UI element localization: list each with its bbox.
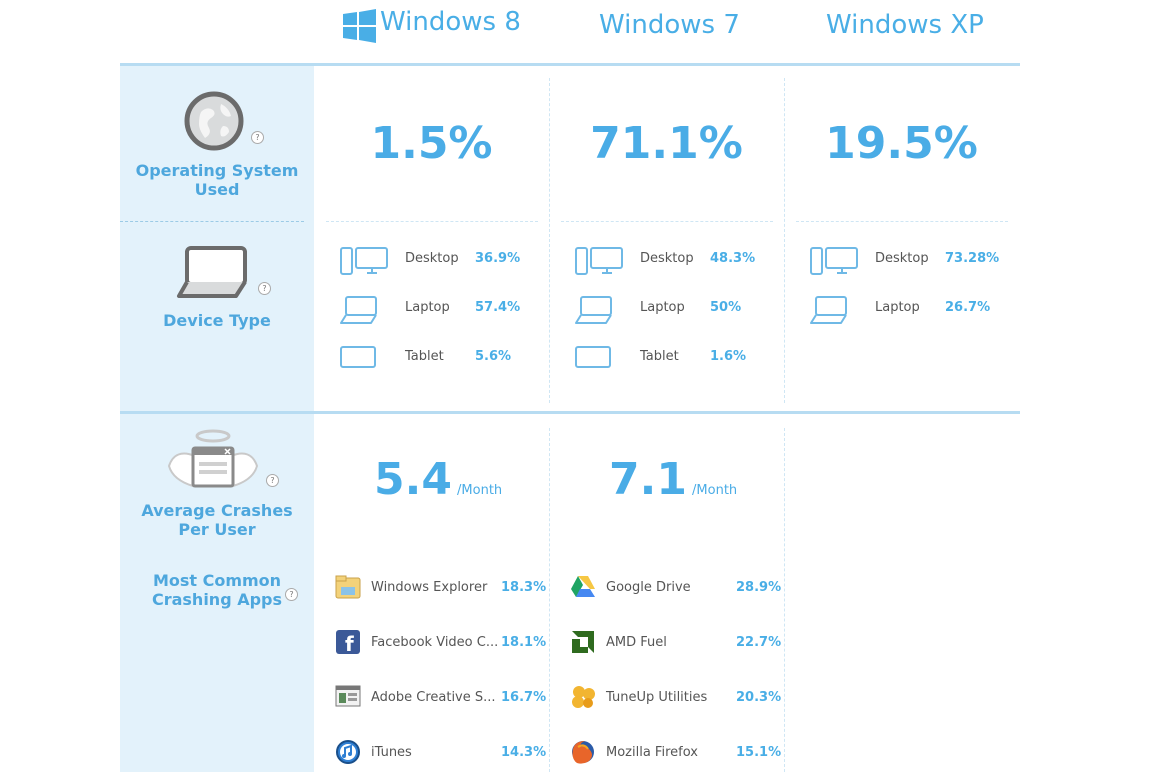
w8-app-4-value: 14.3% [501, 745, 547, 760]
avg-crashes-label: Average Crashes Per User [120, 501, 314, 539]
w7-crashes-value: 7.1 [609, 454, 687, 505]
tablet-icon [575, 346, 611, 368]
firefox-icon [572, 741, 594, 764]
desktop-icon [340, 247, 388, 275]
google-drive-icon [571, 576, 595, 597]
w7-device-1: Desktop [640, 251, 694, 266]
facebook-icon: f [336, 630, 360, 655]
row-sep-2 [561, 221, 773, 222]
w8-app-3-value: 16.7% [501, 690, 547, 705]
w8-app-3: Adobe Creative S... [371, 690, 496, 705]
section-divider [120, 411, 1020, 414]
common-apps-label: Most Common Crashing Apps [120, 571, 314, 609]
laptop-small-icon [340, 296, 377, 324]
os-used-value-windowsxp: 19.5% [825, 118, 978, 169]
col-sep-1 [549, 78, 550, 403]
desktop-icon [575, 247, 623, 275]
avg-crashes-label-line1: Average Crashes [141, 501, 293, 520]
w8-device-2: Laptop [405, 300, 450, 315]
svg-text:f: f [345, 632, 354, 655]
os-used-label-line1: Operating System [135, 161, 299, 180]
crashes-help-icon[interactable]: ? [266, 474, 279, 487]
row-sep-3 [796, 221, 1008, 222]
w7-app-1: Google Drive [606, 580, 691, 595]
device-help-icon[interactable]: ? [258, 282, 271, 295]
column-title-windowsxp: Windows XP [826, 10, 984, 40]
w8-device-2-value: 57.4% [475, 300, 521, 315]
w7-crashes-unit: /Month [692, 483, 738, 498]
w7-app-4-value: 15.1% [736, 745, 782, 760]
w7-app-2: AMD Fuel [606, 635, 667, 650]
os-used-value-windows8: 1.5% [370, 118, 493, 169]
w8-app-2: Facebook Video C... [371, 635, 499, 650]
apps-help-icon[interactable]: ? [285, 588, 298, 601]
laptop-small-icon [810, 296, 847, 324]
w8-app-4: iTunes [371, 745, 412, 760]
w7-app-3: TuneUp Utilities [606, 690, 708, 705]
w7-app-1-value: 28.9% [736, 580, 782, 595]
os-used-label: Operating System Used [120, 161, 314, 199]
laptop-small-icon [575, 296, 612, 324]
row-sep-1 [326, 221, 538, 222]
w7-device-1-value: 48.3% [710, 251, 756, 266]
w7-app-2-value: 22.7% [736, 635, 782, 650]
xp-device-2-value: 26.7% [945, 300, 991, 315]
itunes-icon [336, 740, 360, 764]
desktop-icon [810, 247, 858, 275]
window-app-icon [335, 685, 361, 707]
w8-app-1: Windows Explorer [371, 580, 488, 595]
w7-device-2-value: 50% [710, 300, 742, 315]
w8-app-1-value: 18.3% [501, 580, 547, 595]
os-used-value-windows7: 71.1% [590, 118, 743, 169]
w7-device-3: Tablet [640, 349, 679, 364]
xp-device-1-value: 73.28% [945, 251, 1000, 266]
w8-crashes-unit: /Month [457, 483, 503, 498]
w8-app-2-value: 18.1% [501, 635, 547, 650]
windows8-header: Windows 8 [343, 7, 543, 43]
os-used-label-line2: Used [194, 180, 240, 199]
w7-device-3-value: 1.6% [710, 349, 747, 364]
common-apps-label-line2: Crashing Apps [151, 590, 283, 609]
header-divider [120, 63, 1020, 66]
w7-app-3-value: 20.3% [736, 690, 782, 705]
sidebar-divider [120, 221, 304, 222]
w7-app-4: Mozilla Firefox [606, 745, 698, 760]
globe-icon [184, 91, 244, 151]
column-title-windows8: Windows 8 [380, 7, 521, 37]
angel-window-icon [167, 429, 259, 488]
col-sep-4 [784, 428, 785, 772]
w8-device-1-value: 36.9% [475, 251, 521, 266]
col-sep-2 [784, 78, 785, 403]
tuneup-icon [572, 686, 595, 708]
common-apps-label-line1: Most Common [152, 571, 282, 590]
avg-crashes-label-line2: Per User [178, 520, 256, 539]
windows-logo-icon [343, 9, 376, 43]
w8-crashes: 5.4 /Month [374, 454, 502, 505]
device-type-label: Device Type [163, 311, 271, 330]
amd-icon [572, 631, 594, 653]
folder-icon [335, 575, 361, 599]
w8-device-3-value: 5.6% [475, 349, 512, 364]
w7-device-2: Laptop [640, 300, 685, 315]
col-sep-3 [549, 428, 550, 772]
xp-device-2: Laptop [875, 300, 920, 315]
xp-device-1: Desktop [875, 251, 929, 266]
w8-device-1: Desktop [405, 251, 459, 266]
laptop-icon [177, 246, 247, 298]
os-help-icon[interactable]: ? [251, 131, 264, 144]
w7-crashes: 7.1 /Month [609, 454, 737, 505]
w8-crashes-value: 5.4 [374, 454, 452, 505]
tablet-icon [340, 346, 376, 368]
column-title-windows7: Windows 7 [599, 10, 740, 40]
w8-device-3: Tablet [405, 349, 444, 364]
